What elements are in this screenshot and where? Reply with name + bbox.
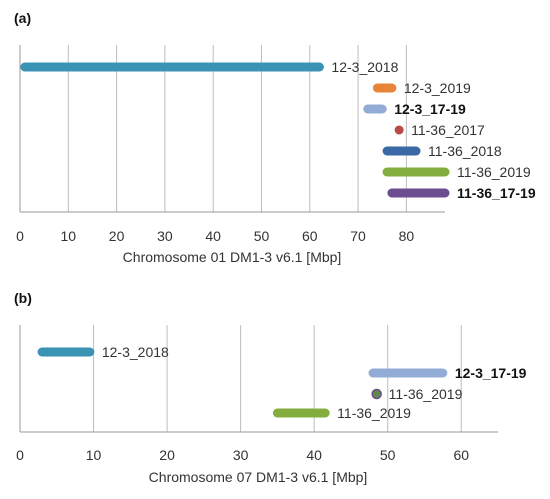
panel-a-label: (a) <box>14 10 31 26</box>
panel-b-x-axis-label: Chromosome 07 DM1-3 v6.1 [Mbp] <box>149 469 368 485</box>
panel-a-segment-label: 11-36_17-19 <box>457 185 536 201</box>
panel-b-x-tick-label: 0 <box>16 447 24 463</box>
panel-a-x-tick-label: 70 <box>350 228 366 244</box>
panel-a-segment-label: 12-3_17-19 <box>394 101 466 117</box>
panel-a-x-tick-label: 80 <box>399 228 415 244</box>
panel-b-x-tick-label: 60 <box>453 447 469 463</box>
panel-a-x-tick-label: 60 <box>302 228 318 244</box>
panel-a-x-tick-label: 40 <box>205 228 221 244</box>
panel-b-x-tick-label: 30 <box>233 447 249 463</box>
panel-a-segment-label: 11-36_2017 <box>411 122 485 138</box>
panel-b-segment-label: 12-3_2018 <box>102 344 169 360</box>
panel-b-segment-label: 12-3_17-19 <box>455 365 527 381</box>
panel-b-x-tick-label: 10 <box>86 447 102 463</box>
panel-b-x-tick-label: 50 <box>380 447 396 463</box>
panel-b-x-tick-label: 40 <box>306 447 322 463</box>
panel-b-x-tick-label: 20 <box>159 447 175 463</box>
panel-a-x-axis-label: Chromosome 01 DM1-3 v6.1 [Mbp] <box>123 249 342 265</box>
panel-a-segment-label: 11-36_2019 <box>457 164 531 180</box>
panel-b-label: (b) <box>14 290 32 306</box>
panel-b-segment-dot <box>371 388 382 400</box>
panel-b-segment-label: 11-36_2019 <box>337 405 411 421</box>
panel-a-segment-label: 12-3_2018 <box>331 59 398 75</box>
panel-a-x-tick-label: 10 <box>61 228 77 244</box>
panel-a-x-tick-label: 30 <box>157 228 173 244</box>
panel-b-segment-label: 11-36_2019 <box>389 386 463 402</box>
panel-a-x-tick-label: 0 <box>16 228 24 244</box>
panel-a-x-tick-label: 50 <box>254 228 270 244</box>
panel-a-segment-dot <box>394 125 404 135</box>
panel-a-segment-label: 12-3_2019 <box>404 80 471 96</box>
panel-a-x-tick-label: 20 <box>109 228 125 244</box>
panel-a-segment-label: 11-36_2018 <box>428 143 502 159</box>
